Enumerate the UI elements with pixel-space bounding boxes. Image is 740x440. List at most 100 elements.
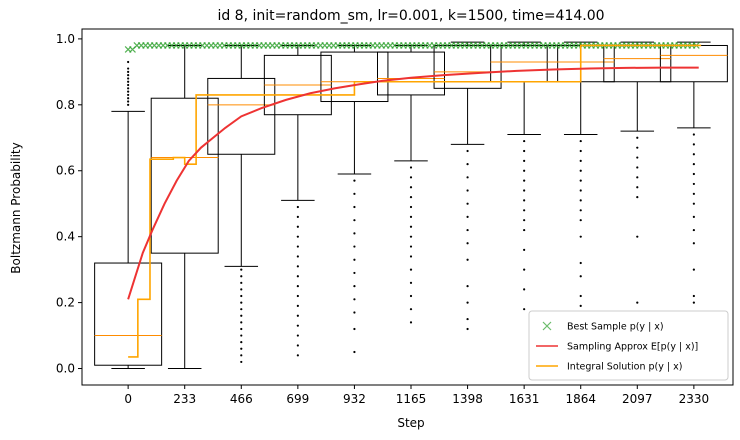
box-flier: [523, 288, 526, 291]
x-tick-label: 932: [343, 392, 366, 406]
integral-solution-line: [128, 44, 702, 358]
box-flier: [692, 163, 695, 166]
box-flier: [692, 242, 695, 245]
box-flier: [240, 354, 243, 357]
x-tick-label: 1631: [509, 392, 540, 406]
y-axis-label: Boltzmann Probability: [9, 142, 23, 273]
box-flier: [523, 308, 526, 311]
legend: Best Sample p(y | x) Sampling Approx E[p(…: [528, 310, 729, 381]
box-flier: [523, 199, 526, 202]
box-flier: [353, 285, 356, 288]
box-flier: [353, 245, 356, 248]
box-flier: [240, 347, 243, 350]
box-flier: [240, 281, 243, 284]
box-flier: [240, 321, 243, 324]
box-flier: [466, 242, 469, 245]
box-flier: [296, 215, 299, 218]
box-flier: [240, 341, 243, 344]
box-flier: [353, 271, 356, 275]
box-flier: [692, 202, 695, 205]
box-flier: [409, 166, 413, 169]
box-flier: [409, 268, 413, 271]
box-flier: [127, 97, 130, 100]
box-flier: [127, 90, 130, 93]
box-body: [433, 44, 502, 89]
box-flier: [466, 258, 469, 261]
box-flier: [296, 294, 299, 298]
box-flier: [240, 268, 243, 271]
x-tick-label: 233: [173, 392, 196, 406]
box-flier: [692, 143, 695, 146]
box-flier: [579, 149, 582, 153]
box-flier: [466, 215, 469, 218]
box-flier: [636, 146, 639, 149]
legend-box: [528, 310, 729, 381]
box-flier: [127, 87, 130, 90]
box-flier: [296, 265, 299, 268]
box-flier: [692, 153, 695, 156]
box-flier: [579, 209, 582, 212]
box-flier: [579, 304, 582, 307]
box-flier: [636, 156, 639, 159]
x-tick-label: 699: [286, 392, 309, 406]
box-flier: [523, 169, 526, 172]
box-flier: [127, 60, 130, 64]
box-flier: [409, 255, 413, 258]
box-flier: [296, 304, 299, 307]
box-flier: [296, 354, 299, 357]
x-tick-label: 2097: [622, 392, 653, 406]
box-flier: [127, 80, 130, 83]
box-flier: [409, 281, 413, 284]
box-flier: [523, 228, 526, 232]
box-flier: [296, 344, 299, 347]
box-flier: [636, 166, 639, 169]
x-tick-label: 466: [230, 392, 253, 406]
box-flier: [636, 136, 639, 139]
box-flier: [409, 215, 413, 218]
box-flier: [353, 232, 356, 235]
legend-label: Sampling Approx E[p(y | x)]: [567, 342, 698, 353]
box-flier: [353, 258, 356, 261]
x-tick-label: 1398: [452, 392, 483, 406]
box-flier: [296, 285, 299, 288]
x-axis-label: Step: [397, 416, 424, 430]
box-flier: [409, 235, 413, 238]
box-flier: [466, 176, 469, 179]
box-flier: [409, 321, 413, 324]
box-flier: [296, 235, 299, 238]
box-flier: [579, 179, 582, 182]
box-flier: [466, 189, 469, 192]
box-flier: [240, 360, 243, 364]
box-flier: [466, 285, 469, 288]
box-flier: [353, 192, 356, 195]
box-flier: [579, 189, 582, 192]
plot-frame: [81, 28, 734, 386]
box-flier: [466, 228, 469, 232]
box-flier: [523, 159, 526, 162]
box-body: [150, 97, 219, 254]
box-flier: [466, 327, 469, 331]
box-flier: [692, 301, 695, 304]
box-flier: [636, 186, 639, 189]
x-tick-label: 0: [124, 392, 132, 406]
box-flier: [636, 196, 639, 199]
sampling-approx-line: [127, 66, 699, 300]
box-flier: [127, 100, 130, 103]
box-flier: [692, 268, 695, 271]
box-flier: [240, 275, 243, 278]
box-flier: [636, 176, 639, 179]
box-flier: [692, 182, 695, 186]
box-flier: [353, 205, 356, 209]
box-flier: [240, 327, 243, 331]
box-flier: [409, 225, 413, 228]
y-tick-label: 0.8: [56, 98, 75, 112]
box-flier: [127, 74, 130, 77]
legend-label: Best Sample p(y | x): [567, 322, 664, 333]
box-flier: [296, 205, 299, 209]
box-flier: [296, 245, 299, 248]
box-flier: [579, 261, 582, 265]
box-body: [320, 51, 389, 103]
box-flier: [296, 324, 299, 327]
box-flier: [692, 192, 695, 195]
